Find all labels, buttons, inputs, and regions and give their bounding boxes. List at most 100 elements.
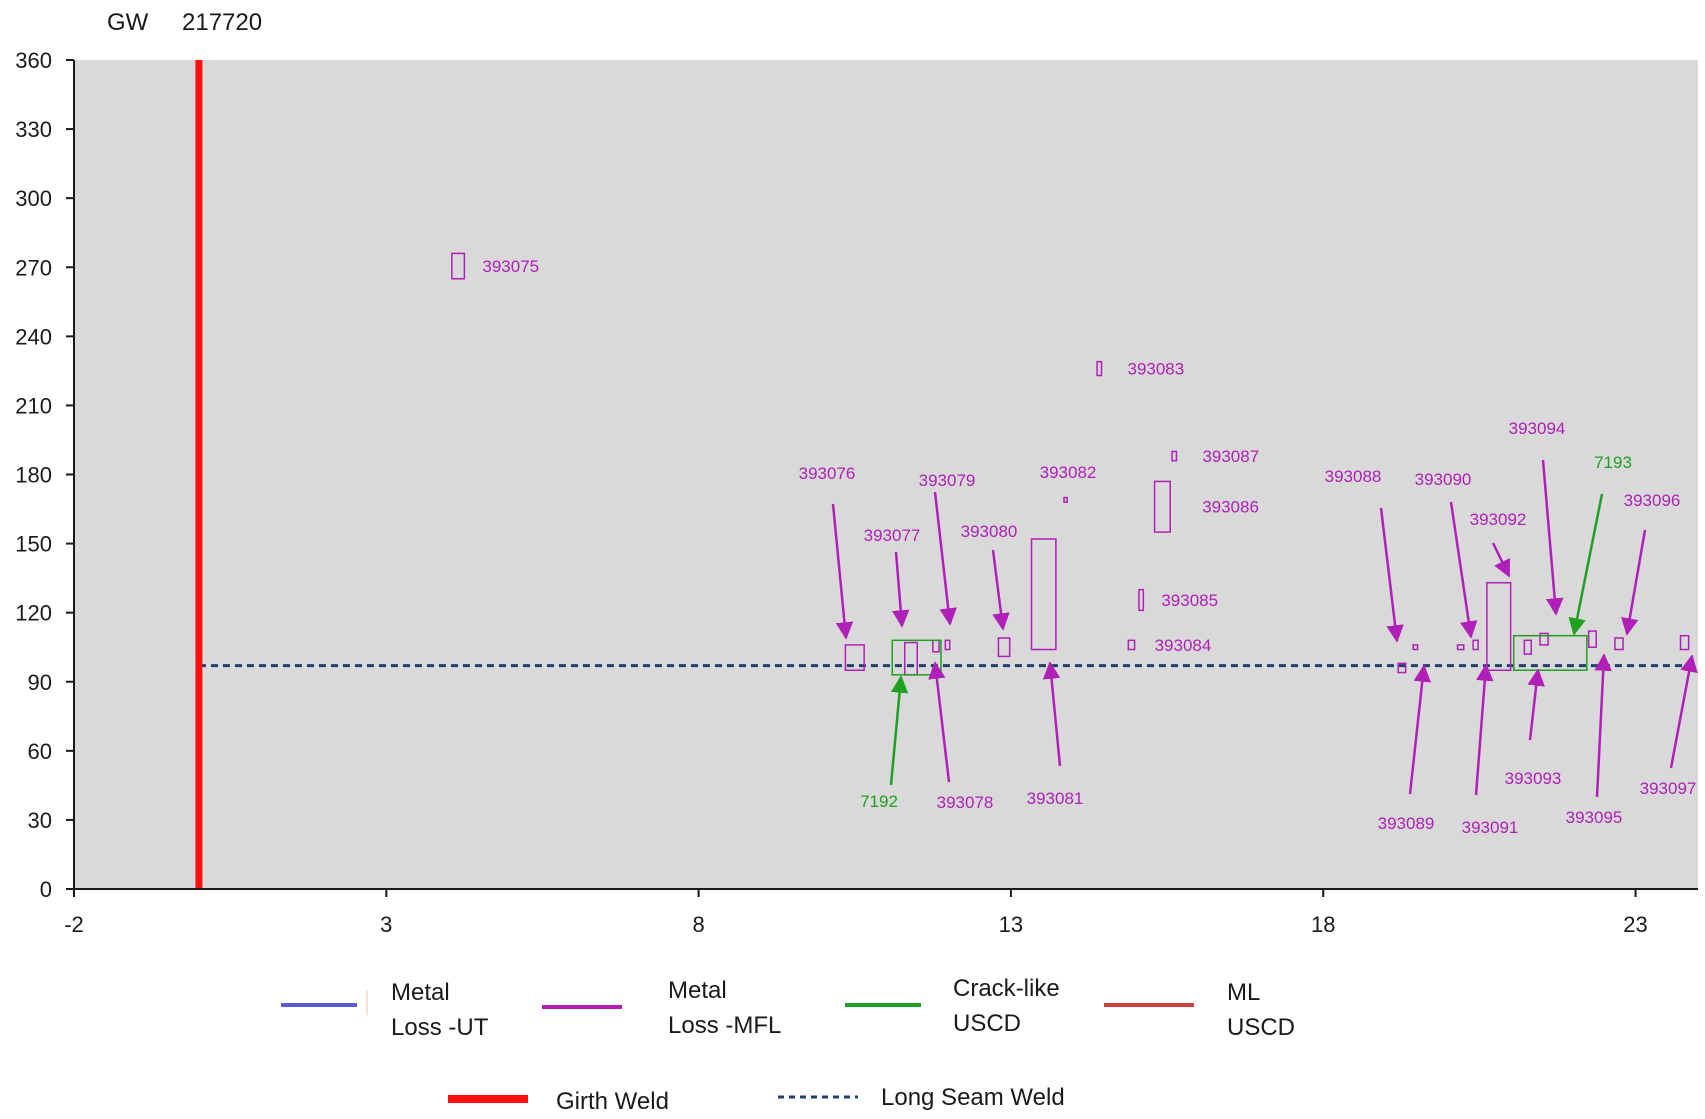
y-tick-label: 0: [40, 877, 52, 902]
feature-box-393083: [1096, 360, 1103, 377]
feature-arrow-393096: [1621, 529, 1647, 636]
feature-label-393084: 393084: [1155, 636, 1212, 655]
gw-label: GW: [107, 9, 149, 36]
features-layer: [451, 252, 1690, 676]
feature-label-393097: 393097: [1640, 779, 1697, 798]
axis-ticks: 0 30 60 90 120 150 180 210 240 270 300 330 360 -2 3 8 13…: [15, 48, 1647, 937]
feature-arrow-7193: [1568, 493, 1604, 636]
x-tick-label: 8: [692, 912, 704, 937]
feature-arrow-393089: [1408, 664, 1431, 795]
y-tick-label: 150: [15, 532, 52, 557]
feature-label-393075: 393075: [482, 257, 539, 276]
feature-box-7193: [1512, 634, 1588, 671]
feature-label-393086: 393086: [1202, 498, 1259, 517]
legend-item-ml-uscd: ML USCD: [1104, 979, 1295, 1041]
feature-label-393091: 393091: [1462, 818, 1519, 837]
feature-arrow-393080: [991, 549, 1010, 631]
y-tick-label: 180: [15, 463, 52, 488]
feature-arrow-393095: [1594, 653, 1612, 798]
feature-label-393095: 393095: [1566, 808, 1623, 827]
legend-label-metal-loss-ut: Metal Loss -UT: [391, 979, 489, 1041]
legend-label-girth-weld: Girth Weld: [556, 1088, 669, 1115]
feature-arrow-393076: [831, 503, 854, 640]
feature-label-393088: 393088: [1325, 467, 1382, 486]
legend-item-crack-like-uscd: Crack-like USCD: [845, 975, 1060, 1037]
x-tick-label: 18: [1311, 912, 1335, 937]
feature-label-393081: 393081: [1027, 789, 1084, 808]
feature-arrow-393092: [1491, 542, 1511, 578]
feature-box-393089: [1412, 644, 1419, 651]
feature-box-393082: [1063, 496, 1068, 503]
x-tick-label: -2: [64, 912, 84, 937]
feature-label-393076: 393076: [799, 464, 856, 483]
x-tick-label: 23: [1623, 912, 1647, 937]
feature-label-393078: 393078: [937, 793, 994, 812]
feature-arrow-393094: [1541, 459, 1564, 616]
feature-box-393080: [997, 637, 1011, 658]
feature-box-393088: [1397, 662, 1407, 674]
feature-arrow-7192: [889, 675, 909, 786]
y-tick-label: 240: [15, 324, 52, 349]
feature-arrow-393081: [1042, 661, 1062, 767]
legend-label-long-seam-weld: Long Seam Weld: [881, 1084, 1065, 1111]
feature-label-393085: 393085: [1161, 591, 1218, 610]
feature-box-393084: [1127, 639, 1136, 651]
feature-box-393081: [1030, 538, 1057, 651]
feature-box-393075: [451, 252, 466, 280]
feature-label-393077: 393077: [864, 526, 921, 545]
feature-label-7192: 7192: [860, 792, 898, 811]
feature-arrow-393097: [1669, 654, 1698, 769]
feature-box-393093: [1523, 639, 1532, 655]
feature-box-393076: [844, 644, 865, 671]
legend-label-ml-uscd: ML USCD: [1227, 979, 1295, 1041]
x-tick-label: 13: [999, 912, 1023, 937]
feature-box-393090: [1456, 644, 1465, 651]
y-tick-label: 30: [28, 808, 52, 833]
legend: Metal Loss -UT Metal Loss -MFL Crack-like U…: [281, 975, 1295, 1115]
feature-box-393091: [1472, 639, 1479, 651]
feature-box-7192: [891, 639, 942, 676]
feature-label-7193: 7193: [1594, 453, 1632, 472]
feature-label-393093: 393093: [1505, 769, 1562, 788]
feature-label-393089: 393089: [1378, 814, 1435, 833]
legend-label-metal-loss-mfl: Metal Loss -MFL: [668, 977, 781, 1039]
feature-box-393086: [1153, 480, 1171, 533]
feature-label-393094: 393094: [1509, 419, 1566, 438]
feature-box-393079: [944, 639, 951, 651]
feature-box-393085: [1138, 588, 1145, 612]
y-tick-label: 60: [28, 739, 52, 764]
y-tick-label: 120: [15, 601, 52, 626]
x-tick-label: 3: [380, 912, 392, 937]
legend-item-metal-loss-mfl: Metal Loss -MFL: [542, 977, 781, 1039]
legend-label-crack-like-uscd: Crack-like USCD: [953, 975, 1060, 1037]
feature-arrow-393077: [892, 551, 910, 628]
feature-box-393097: [1679, 634, 1690, 651]
feature-arrow-393093: [1527, 668, 1545, 741]
feature-label-393080: 393080: [961, 522, 1018, 541]
feature-arrow-393079: [933, 491, 957, 626]
y-tick-label: 330: [15, 117, 52, 142]
y-tick-label: 90: [28, 670, 52, 695]
feature-label-393083: 393083: [1127, 360, 1184, 379]
feature-box-393092: [1486, 581, 1512, 671]
legend-item-girth-weld: Girth Weld: [448, 1088, 669, 1115]
y-tick-label: 210: [15, 393, 52, 418]
feature-label-393096: 393096: [1624, 491, 1681, 510]
feature-arrow-393090: [1449, 501, 1478, 639]
feature-label-393087: 393087: [1202, 447, 1259, 466]
feature-box-393095: [1587, 630, 1597, 648]
y-tick-label: 270: [15, 255, 52, 280]
feature-label-393082: 393082: [1040, 463, 1097, 482]
legend-item-metal-loss-ut: Metal Loss -UT: [281, 979, 489, 1041]
y-tick-label: 300: [15, 186, 52, 211]
feature-box-393094: [1539, 632, 1549, 646]
feature-labels-layer: 393075 393076 393077 393078 393079 393080 3930…: [482, 257, 1698, 837]
y-tick-label: 360: [15, 48, 52, 73]
feature-label-393092: 393092: [1470, 510, 1527, 529]
feature-arrow-393088: [1379, 507, 1404, 643]
feature-label-393090: 393090: [1415, 470, 1472, 489]
plot-area: [74, 60, 1698, 889]
feature-arrow-393091: [1474, 663, 1494, 796]
legend-item-long-seam-weld: Long Seam Weld: [778, 1084, 1065, 1111]
